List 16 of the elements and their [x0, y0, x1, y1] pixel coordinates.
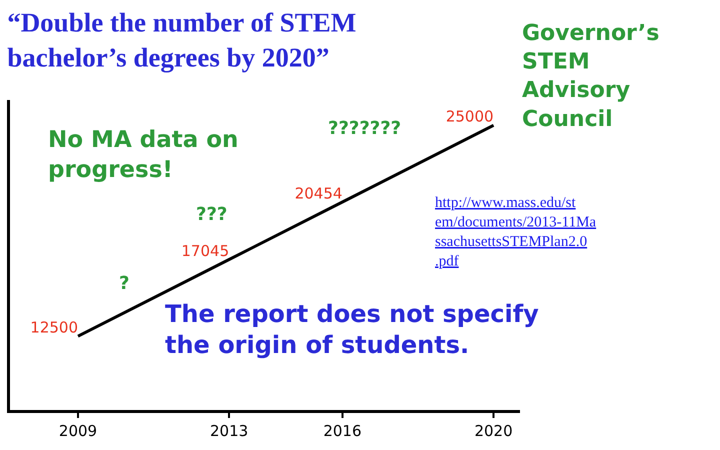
annotation: ??? — [196, 204, 228, 225]
annotation: http://www.mass.edu/stem/documents/2013-11MassachusettsSTEMPlan2.0.pdf — [435, 195, 596, 270]
data-label: 25000 — [446, 108, 494, 126]
x-tick-label: 2020 — [474, 422, 513, 440]
x-tick-label: 2016 — [323, 422, 362, 440]
data-label: 20454 — [294, 184, 342, 202]
annotation: No MA data on progress! — [48, 127, 238, 183]
annotation: The report does not specify the origin of students. — [165, 300, 540, 360]
annotation: ??????? — [328, 118, 402, 139]
data-label: 12500 — [30, 318, 78, 336]
x-tick-label: 2013 — [210, 422, 248, 440]
chart-title: “Double the number of STEM bachelor’s degrees by 2020” — [7, 8, 356, 73]
data-label: 17045 — [181, 242, 230, 260]
text: Governor’s STEM Advisory Council — [522, 21, 660, 132]
annotation: ? — [119, 273, 130, 294]
x-tick-label: 2009 — [58, 422, 98, 440]
